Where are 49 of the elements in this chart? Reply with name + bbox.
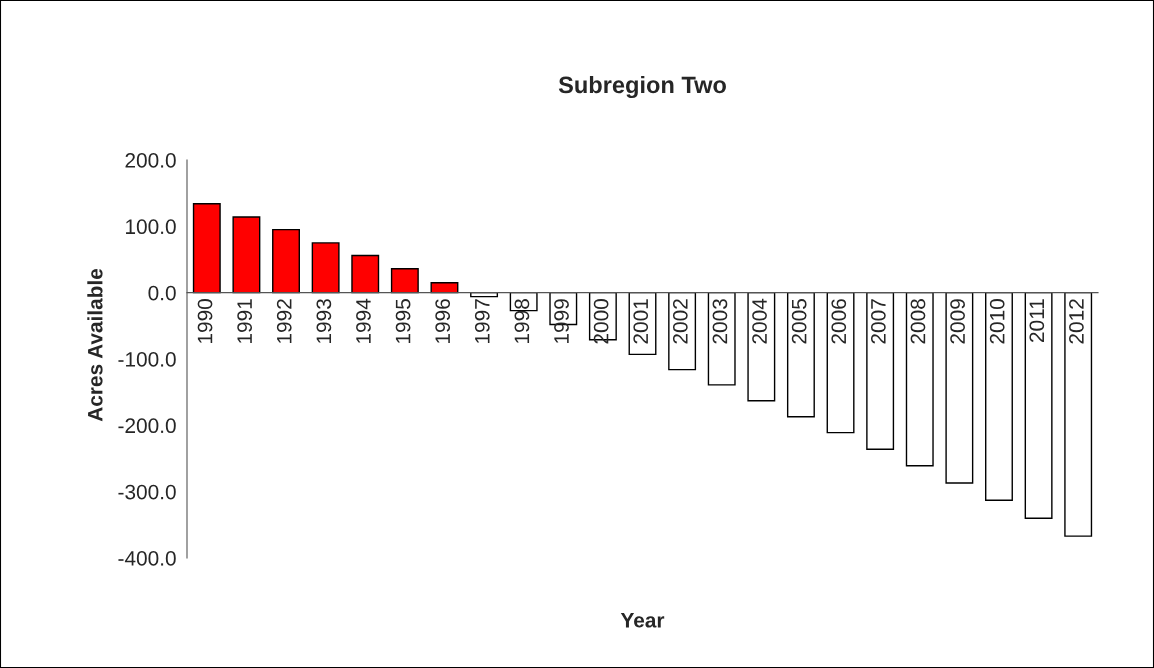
x-tick-label: 2006	[831, 299, 847, 344]
y-tick-label: -300.0	[118, 484, 176, 500]
x-tick-label: 2008	[910, 299, 926, 344]
bar	[232, 216, 261, 294]
x-tick-label: 2009	[950, 299, 965, 344]
x-tick-label: 2011	[1029, 299, 1045, 342]
bar	[192, 203, 221, 294]
bar	[826, 291, 855, 434]
y-tick-label: 100.0	[126, 219, 176, 235]
bar	[272, 228, 300, 294]
x-tick-label: 2005	[791, 299, 807, 344]
x-tick-label: 2010	[989, 299, 1005, 344]
x-tick-label: 2007	[870, 299, 886, 344]
x-tick-label: 2000	[593, 299, 609, 344]
x-tick-label: 2004	[752, 298, 767, 344]
bar	[390, 268, 419, 294]
x-tick-label: 1990	[197, 299, 213, 343]
chart-title: Subregion Two	[558, 75, 726, 99]
bar	[747, 291, 776, 402]
x-tick-label: 1991	[237, 299, 253, 343]
y-tick-label: 0.0	[148, 285, 176, 301]
x-tick-label: 1998	[514, 299, 530, 343]
x-tick-label: 1992	[276, 299, 292, 343]
bar	[945, 291, 974, 484]
x-tick-label: 2002	[672, 299, 688, 344]
x-tick-label: 1995	[395, 299, 411, 343]
x-tick-label: 2012	[1069, 299, 1084, 344]
bar	[866, 291, 895, 450]
x-tick-label: 2001	[633, 299, 649, 344]
x-tick-label: 1999	[554, 299, 569, 343]
y-tick-label: -200.0	[118, 418, 176, 434]
bar	[985, 291, 1013, 501]
bar	[786, 291, 815, 418]
x-tick-label: 1994	[356, 298, 371, 343]
y-tick-label: -100.0	[118, 352, 176, 367]
x-tick-label: 2003	[712, 299, 728, 344]
bar	[1064, 291, 1093, 537]
y-axis-title: Acres Available	[87, 268, 103, 422]
bar	[351, 254, 380, 294]
bar	[707, 291, 736, 386]
y-tick-label: -400.0	[118, 551, 176, 566]
bar	[1024, 291, 1053, 519]
x-tick-label: 1996	[435, 299, 451, 343]
bar	[905, 291, 934, 467]
x-axis-title: Year	[620, 613, 665, 628]
bar	[311, 242, 340, 294]
x-tick-label: 1993	[316, 299, 332, 343]
y-tick-label: 200.0	[125, 153, 176, 168]
x-tick-label: 1997	[474, 299, 490, 343]
